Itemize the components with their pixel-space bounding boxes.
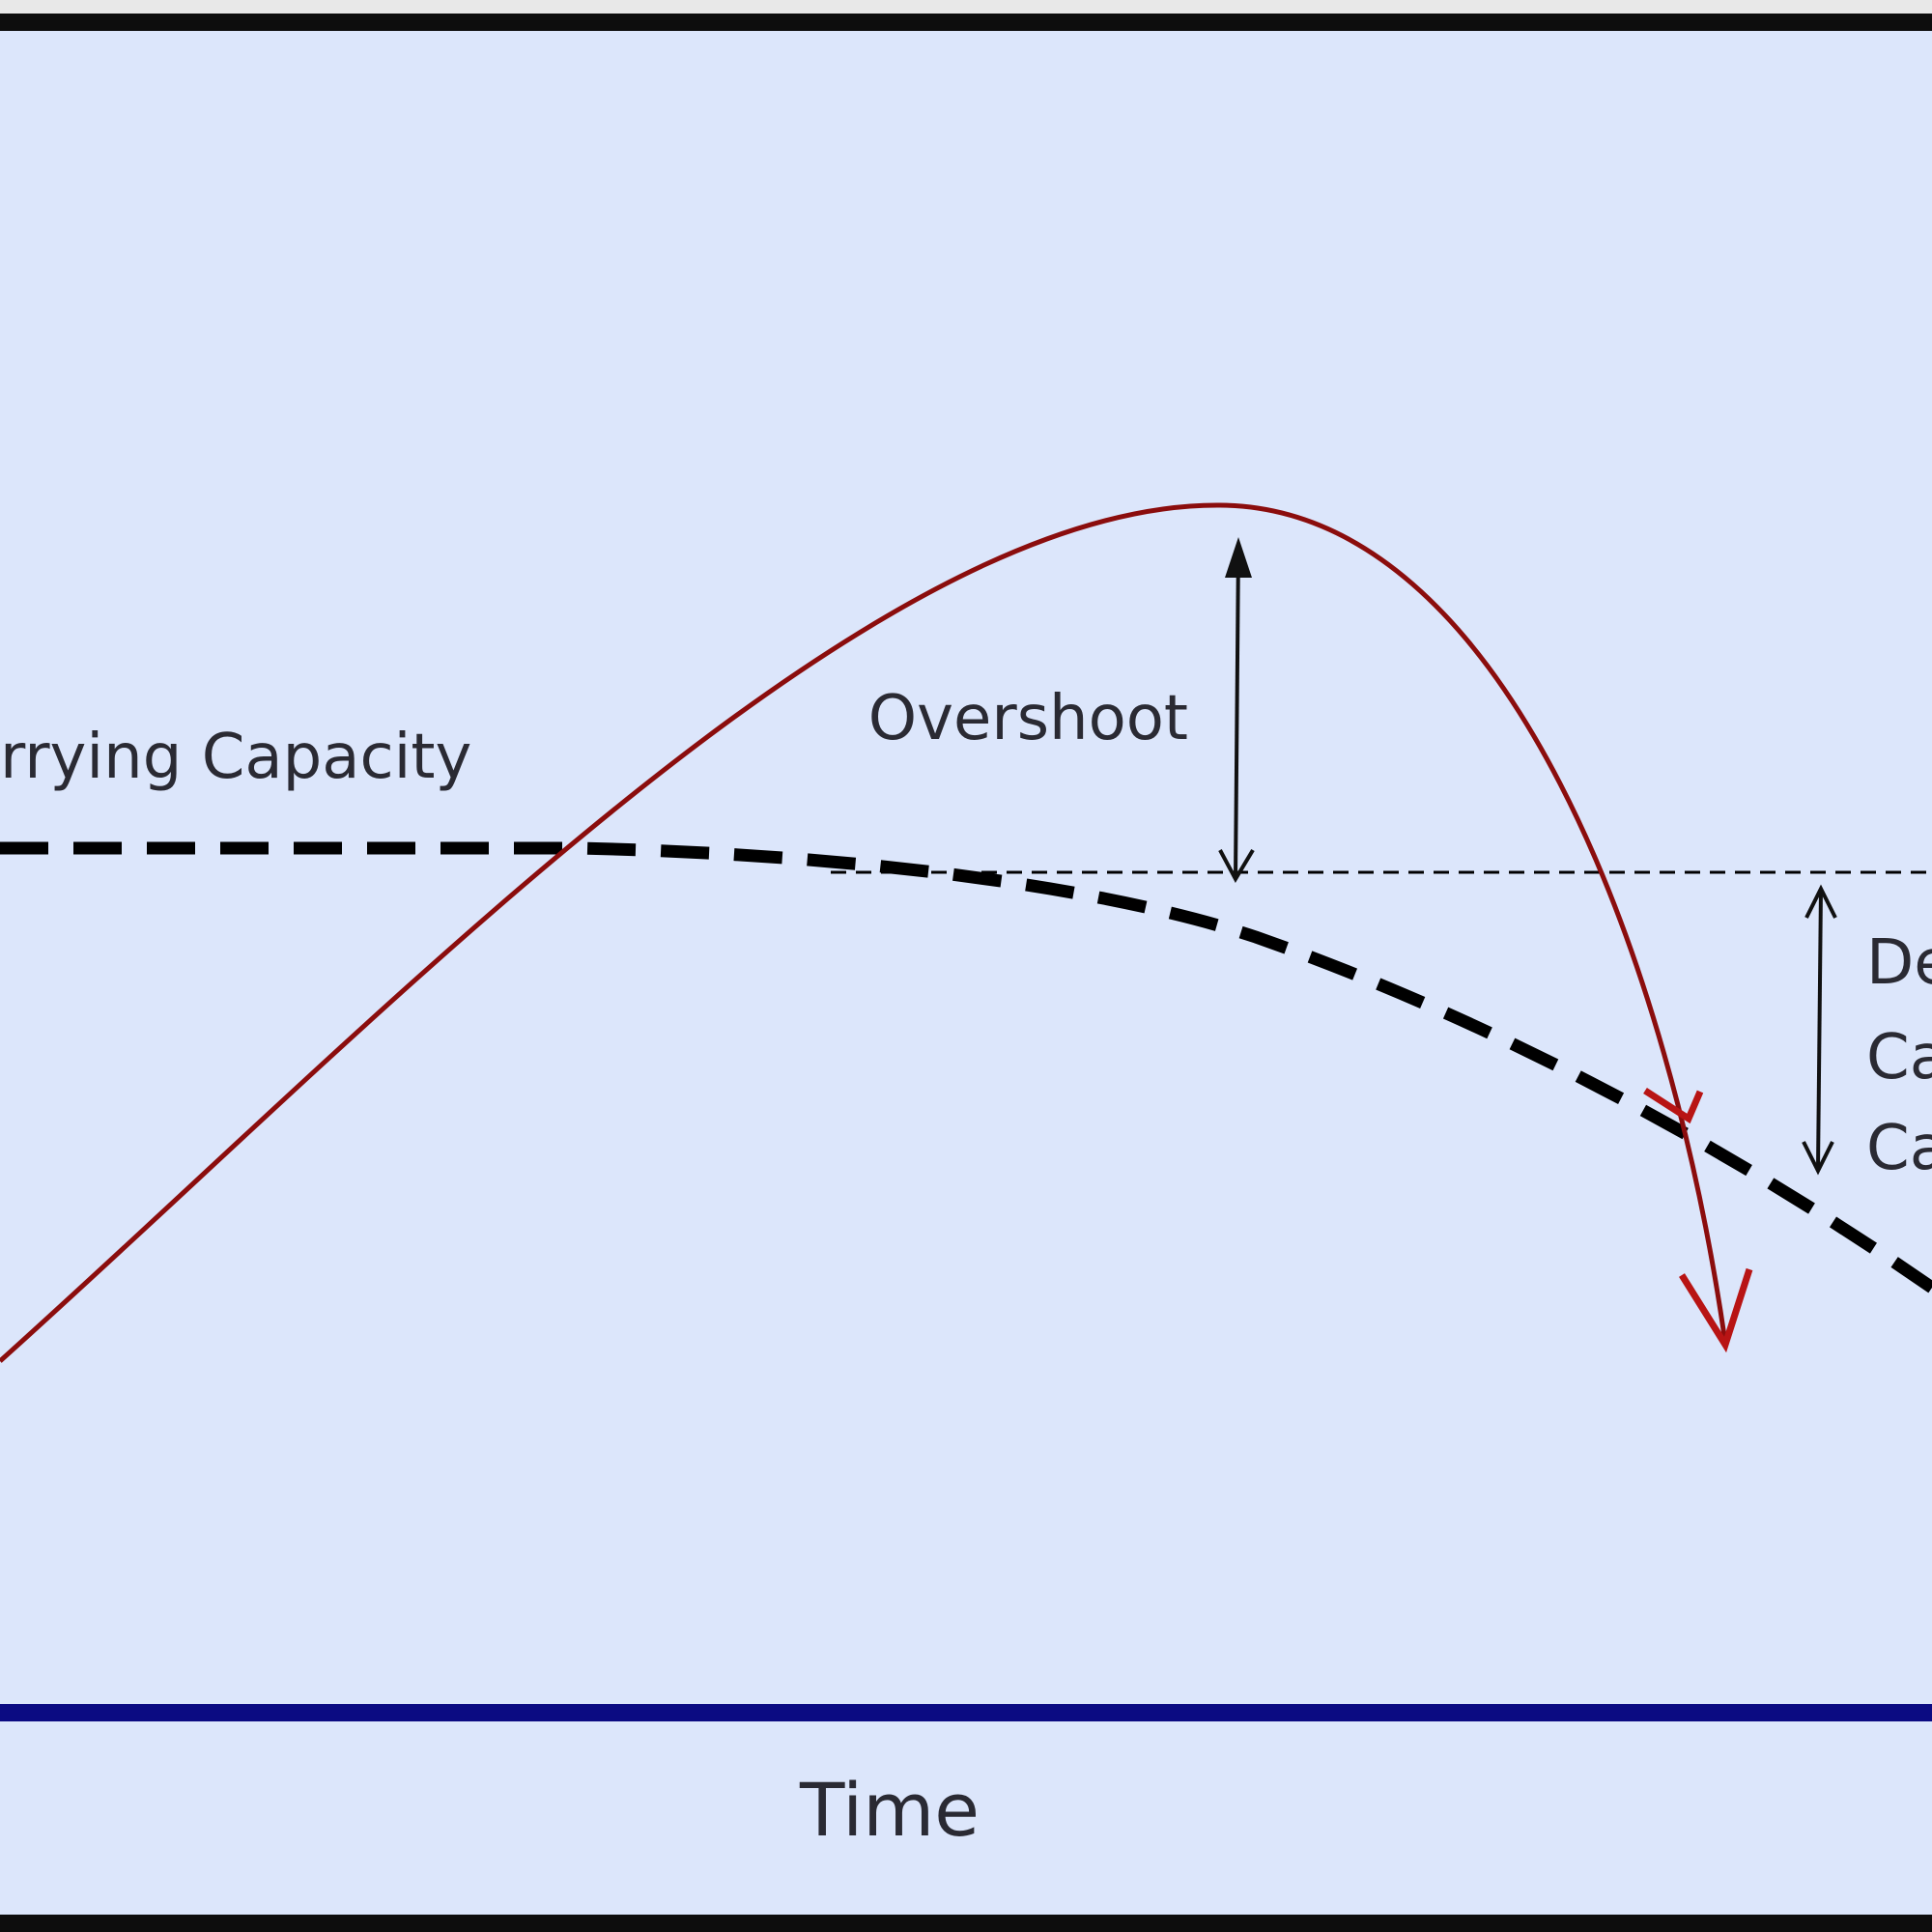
overshoot-arrow <box>1234 545 1240 880</box>
background <box>0 31 1932 1915</box>
carrying-capacity-line <box>0 841 1932 1293</box>
top-strip <box>0 0 1932 14</box>
degradation-arrow <box>1816 888 1823 1170</box>
degradation-arrowhead-up <box>1804 884 1837 919</box>
overshoot-label: Overshoot <box>868 683 1188 754</box>
overshoot-arrowhead-up <box>1225 537 1252 578</box>
population-arrowhead <box>1679 1267 1753 1353</box>
degraded-label-line: De <box>1866 927 1932 999</box>
degraded-label-line: Ca <box>1866 1113 1932 1184</box>
overshoot-arrowhead-down <box>1218 848 1255 884</box>
degradation-arrowhead-down <box>1802 1141 1834 1176</box>
crossing-arrowhead <box>1643 1088 1704 1124</box>
degraded-label-line: Ca <box>1866 1022 1932 1094</box>
carrying-capacity-label: rrying Capacity <box>0 722 471 793</box>
x-axis-label: Time <box>799 1767 980 1853</box>
population-curve <box>0 502 1728 1363</box>
